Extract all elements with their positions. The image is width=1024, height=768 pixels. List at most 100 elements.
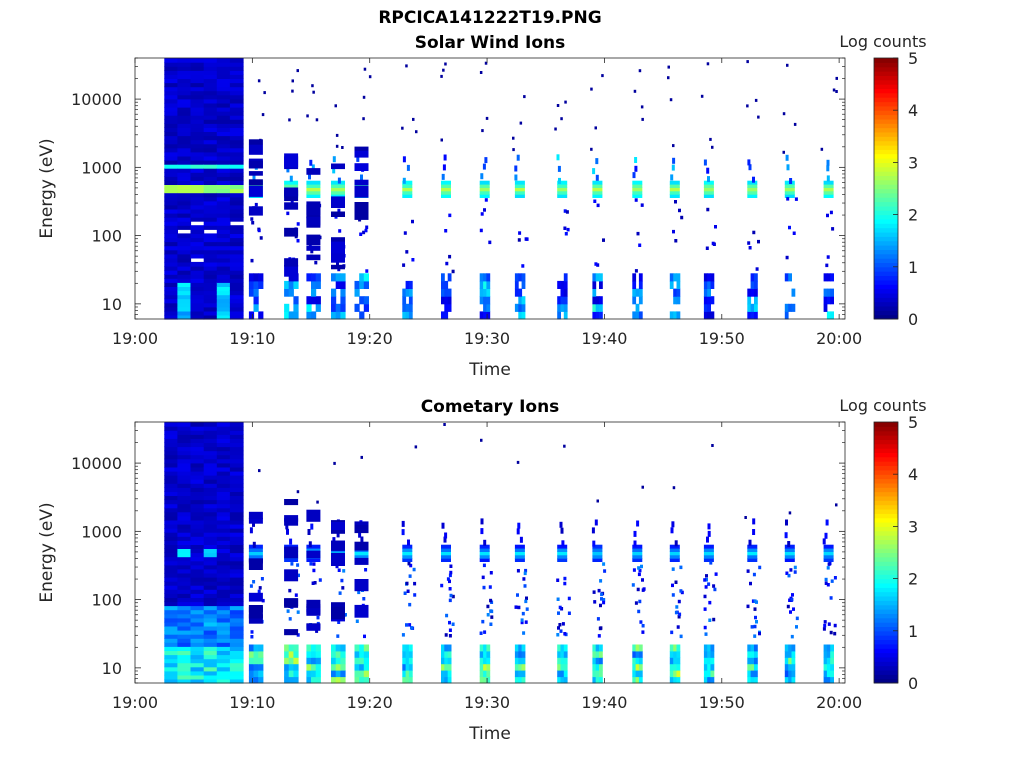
colorbar-segment: [874, 435, 898, 440]
heatmap-cell: [229, 74, 244, 79]
heatmap-cell: [514, 558, 525, 562]
heatmap-cell: [445, 613, 449, 618]
heatmap-cell: [833, 576, 837, 580]
heatmap-cell: [441, 180, 451, 185]
heatmap-cell: [747, 184, 758, 188]
heatmap-cell: [293, 280, 299, 289]
heatmap-cell: [177, 306, 192, 312]
heatmap-cell: [249, 527, 253, 534]
heatmap-cell: [190, 442, 205, 448]
heatmap-cell: [229, 593, 244, 598]
heatmap-cell: [190, 634, 205, 639]
heatmap-cell: [164, 286, 178, 292]
heatmap-cell: [785, 154, 789, 161]
heatmap-cell: [229, 229, 244, 234]
heatmap-cell: [448, 587, 452, 591]
heatmap-cell: [164, 621, 178, 627]
heatmap-cell: [790, 597, 794, 602]
heatmap-cell: [516, 593, 519, 597]
heatmap-cell: [216, 270, 231, 275]
heatmap-cell: [826, 566, 830, 570]
heatmap-cell: [294, 593, 298, 597]
colorbar-segment: [874, 565, 898, 571]
heatmap-cell: [634, 198, 638, 202]
heatmap-cell: [714, 572, 718, 576]
heatmap-cell: [164, 536, 178, 541]
heatmap-cell: [479, 184, 490, 188]
heatmap-cell: [190, 82, 205, 88]
heatmap-cell: [164, 78, 178, 84]
heatmap-cell: [703, 311, 708, 320]
x-tick-label: 19:50: [699, 329, 745, 348]
heatmap-cell: [253, 657, 259, 665]
heatmap-cell: [523, 584, 527, 588]
heatmap-cell: [190, 568, 205, 574]
heatmap-cell: [441, 554, 451, 559]
heatmap-cell: [340, 650, 346, 658]
heatmap-cell: [707, 657, 711, 665]
heatmap-cell: [334, 104, 337, 108]
heatmap-cell: [595, 303, 600, 312]
heatmap-cell: [514, 288, 519, 297]
heatmap-cell: [358, 531, 362, 538]
heatmap-cell: [164, 552, 178, 558]
heatmap-cell: [229, 674, 244, 680]
heatmap-cell: [707, 676, 711, 684]
heatmap-cell: [288, 118, 291, 122]
heatmap-cell: [190, 147, 205, 153]
heatmap-cell: [216, 617, 231, 623]
heatmap-cell: [249, 584, 253, 588]
heatmap-cell: [486, 663, 491, 671]
heatmap-cell: [216, 597, 231, 603]
heatmap-cell: [203, 102, 218, 108]
heatmap-cell: [229, 270, 244, 275]
heatmap-cell: [447, 273, 452, 282]
heatmap-cell: [190, 519, 205, 525]
heatmap-cell: [263, 91, 266, 95]
heatmap-cell: [362, 230, 366, 235]
heatmap-cell: [631, 583, 635, 587]
heatmap-cell: [784, 558, 795, 562]
heatmap-cell: [164, 678, 178, 684]
heatmap-cell: [229, 495, 244, 501]
heatmap-cell: [229, 515, 244, 521]
heatmap-cell: [203, 678, 218, 684]
heatmap-cell: [315, 650, 321, 658]
heatmap-cell: [705, 578, 708, 582]
heatmap-cell: [750, 311, 755, 320]
heatmap-cell: [229, 213, 244, 218]
heatmap-cell: [315, 644, 321, 652]
heatmap-cell: [596, 263, 600, 267]
heatmap-cell: [293, 296, 299, 305]
heatmap-cell: [703, 625, 707, 630]
heatmap-cell: [479, 71, 483, 74]
colorbar-segment: [874, 474, 898, 480]
heatmap-cell: [203, 286, 218, 292]
x-tick-label: 19:20: [347, 329, 393, 348]
heatmap-cell: [164, 253, 178, 259]
heatmap-cell: [746, 569, 750, 573]
heatmap-cell: [602, 238, 605, 242]
heatmap-cell: [177, 654, 192, 660]
heatmap-cell: [824, 532, 828, 539]
heatmap-cell: [669, 273, 674, 282]
heatmap-cell: [441, 548, 451, 552]
heatmap-cell: [216, 503, 231, 509]
heatmap-cell: [203, 658, 218, 664]
heatmap-cell: [216, 192, 231, 198]
heatmap-cell: [483, 644, 487, 652]
heatmap-cell: [331, 521, 345, 530]
heatmap-cell: [190, 454, 205, 460]
heatmap-cell: [709, 137, 712, 141]
heatmap-cell: [752, 176, 755, 183]
heatmap-cell: [354, 288, 360, 297]
heatmap-cell: [258, 670, 264, 678]
heatmap-cell: [826, 311, 831, 320]
heatmap-cell: [164, 540, 178, 545]
heatmap-cell: [355, 619, 359, 623]
heatmap-cell: [164, 503, 178, 509]
heatmap-cell: [632, 180, 643, 185]
heatmap-cell: [563, 670, 568, 678]
heatmap-cell: [248, 160, 263, 169]
heatmap-cell: [335, 650, 341, 658]
